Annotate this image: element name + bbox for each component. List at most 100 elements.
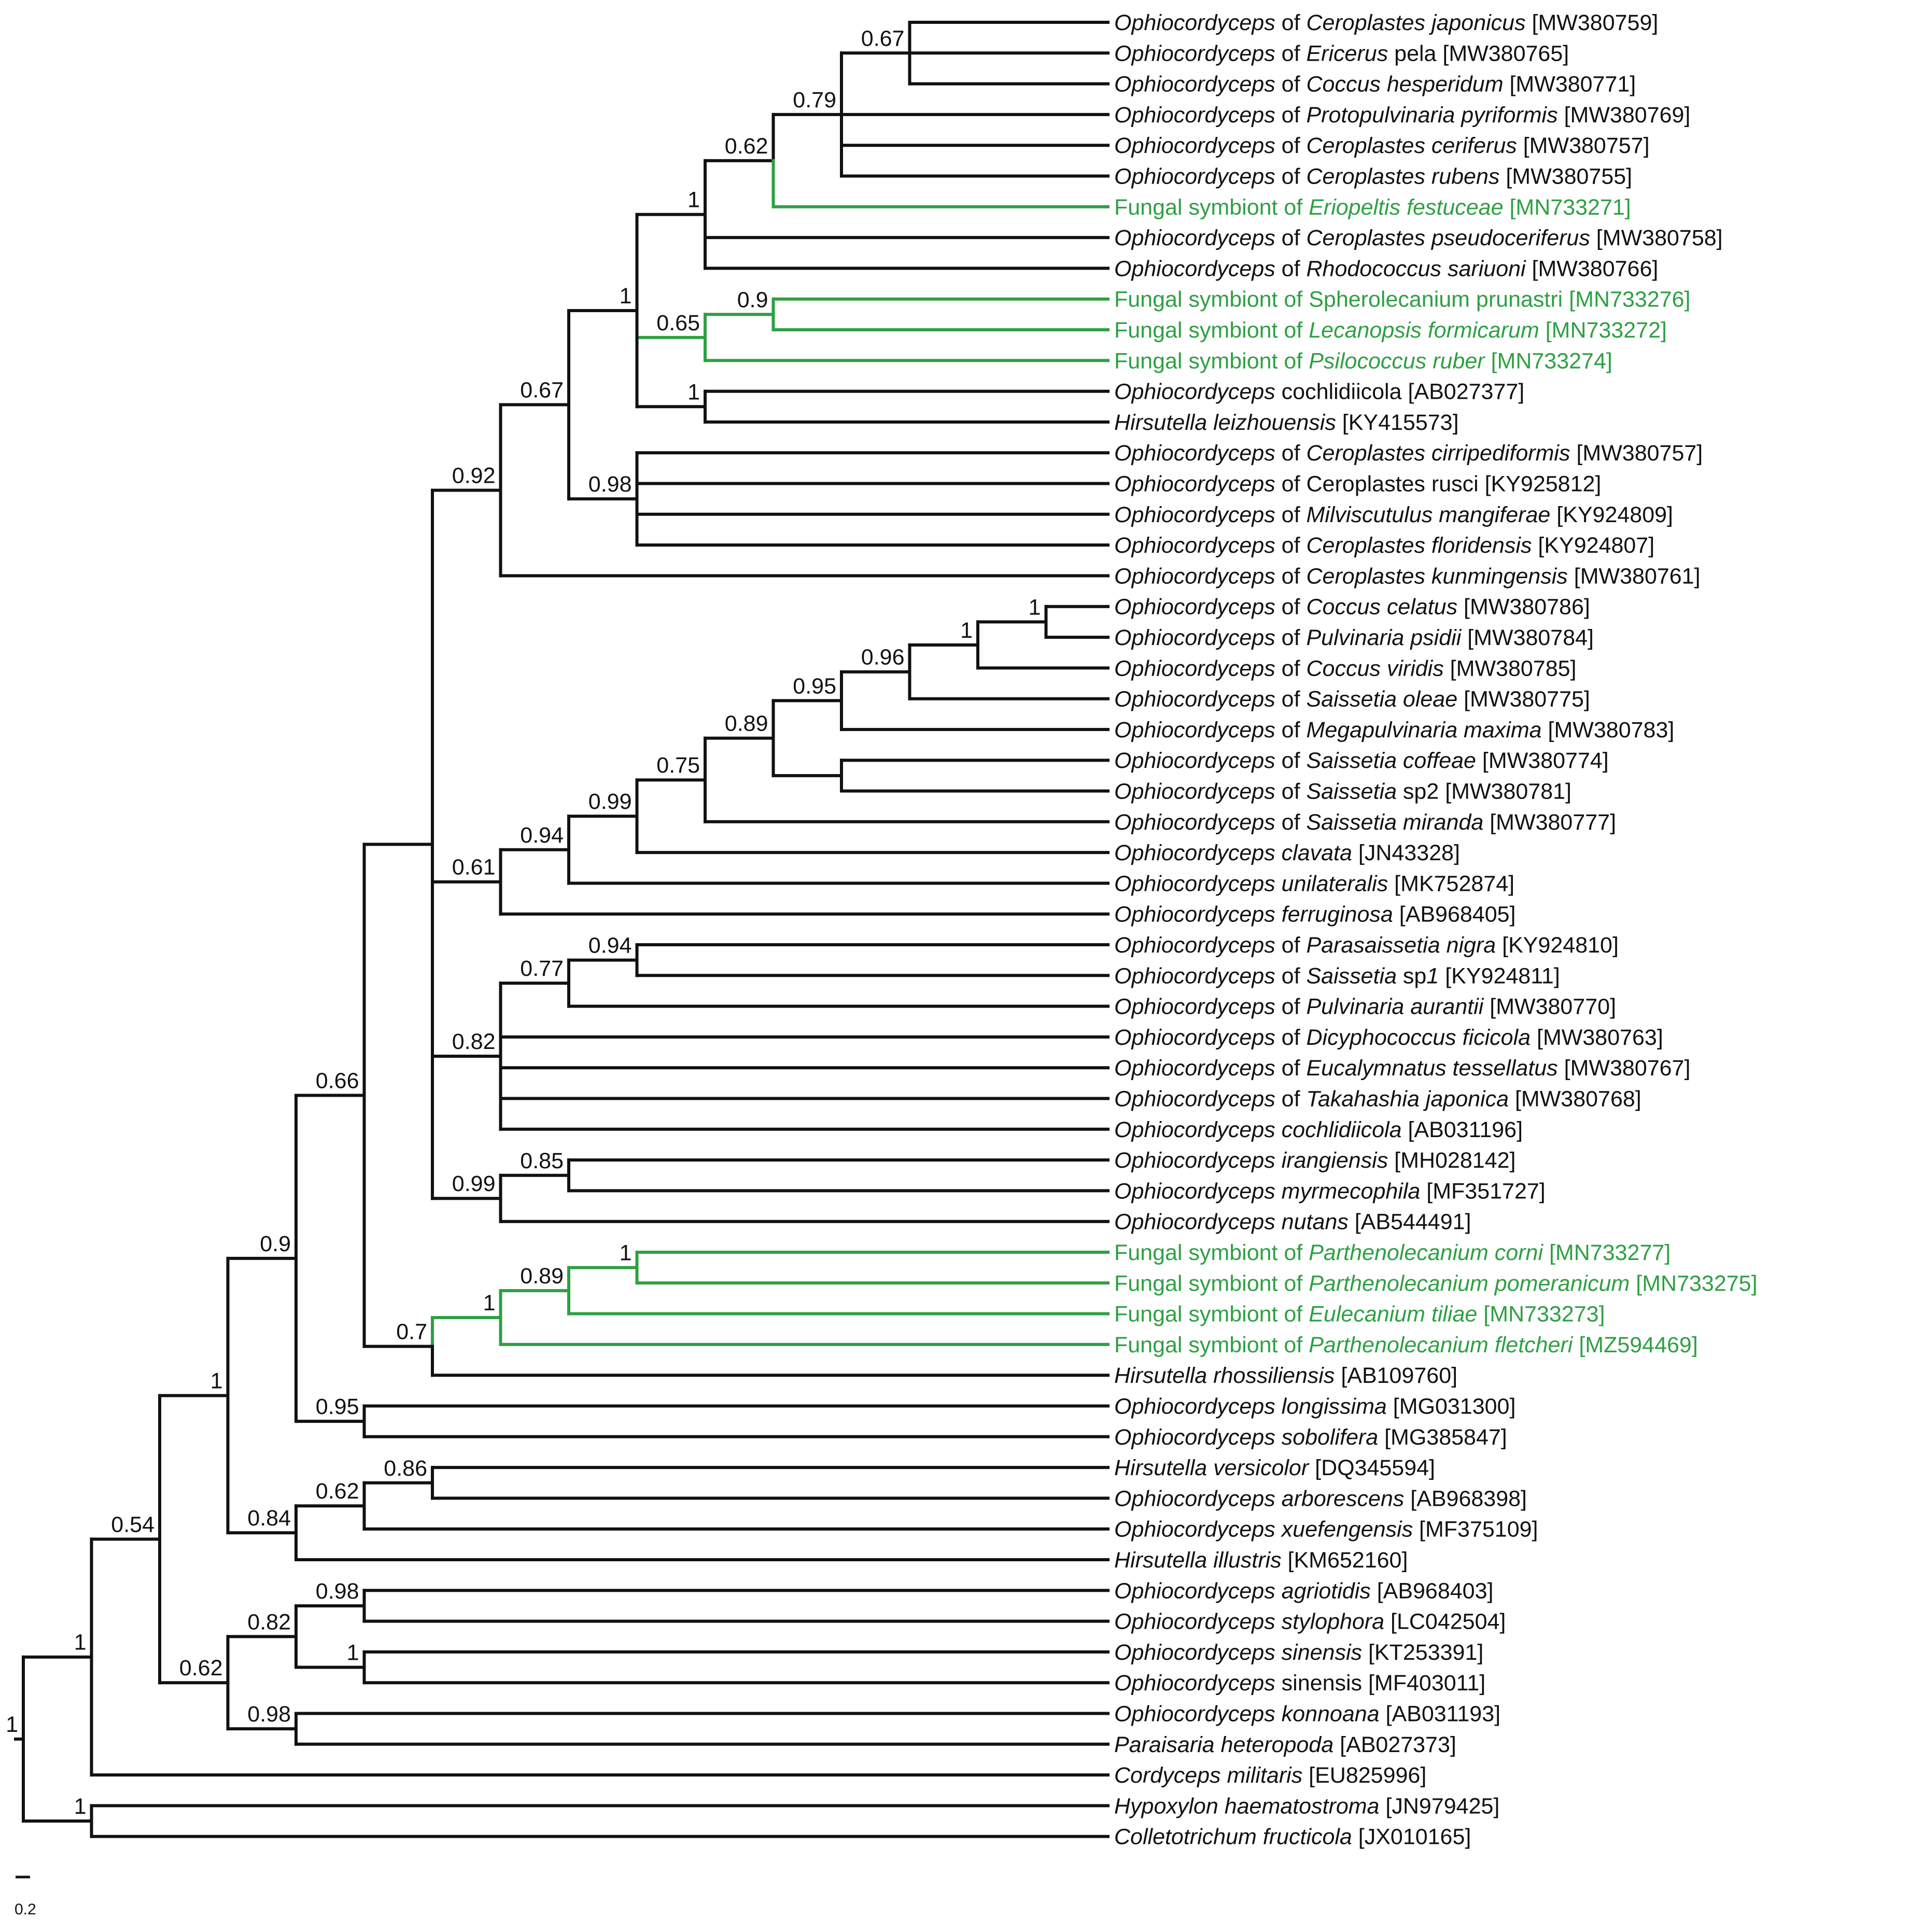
tip-label: Ophiocordyceps longissima [MG031300] <box>1114 1394 1515 1419</box>
tip-label-part: of <box>1275 595 1307 620</box>
tip-label-part: Fungal symbiont of <box>1114 1271 1309 1296</box>
tip-label: Ophiocordyceps irangiensis [MH028142] <box>1114 1148 1515 1173</box>
tip-label-part: Saissetia <box>1307 779 1397 804</box>
tip-label-part: Fungal symbiont of <box>1114 318 1309 343</box>
tip-label-part: of <box>1275 133 1307 158</box>
tip-label-part: Ophiocordyceps konnoana <box>1114 1702 1380 1727</box>
tip-label-part: [MW380768] <box>1509 1087 1641 1112</box>
tip-label-part: Saissetia oleae <box>1307 687 1458 712</box>
tip-label: Ophiocordyceps clavata [JN43328] <box>1114 841 1460 865</box>
tip-label-part: Parasaissetia nigra <box>1307 933 1496 958</box>
tip-label: Ophiocordyceps of Protopulvinaria pyrifo… <box>1114 103 1690 128</box>
tip-label-part: Ophiocordyceps <box>1114 748 1275 773</box>
tip-label: Ophiocordyceps sinensis [KT253391] <box>1114 1640 1483 1665</box>
tip-label-part: [MZ594469] <box>1573 1333 1697 1357</box>
tip-label-part: [JN979425] <box>1379 1794 1499 1818</box>
tip-label-part: [KY924807] <box>1532 533 1654 558</box>
tip-label-part: [MW380769] <box>1558 103 1691 128</box>
tip-label-part: Ophiocordyceps ferruginosa <box>1114 902 1393 927</box>
tip-label-part: Ophiocordyceps arborescens <box>1114 1486 1404 1511</box>
tip-label: Fungal symbiont of Psilococcus ruber [MN… <box>1114 348 1612 373</box>
tip-label-part: Ophiocordyceps myrmecophila <box>1114 1179 1420 1203</box>
support-value: 0.96 <box>861 645 905 670</box>
tip-label-part: Dicyphococcus ficicola <box>1307 1025 1531 1050</box>
tip-label-part: of <box>1275 441 1307 466</box>
tip-label: Paraisaria heteropoda [AB027373] <box>1114 1732 1456 1757</box>
tip-label-part: Ceroplastes japonicus <box>1307 10 1526 35</box>
tip-label-part: Protopulvinaria pyriformis <box>1307 103 1558 128</box>
tip-label-part: Colletotrichum fructicola <box>1114 1825 1352 1850</box>
tip-label: Ophiocordyceps of Dicyphococcus ficicola… <box>1114 1025 1663 1050</box>
tip-label-part: [MN733277] <box>1543 1240 1671 1265</box>
tip-label-part: Saissetia <box>1307 963 1397 988</box>
tip-label-part: Ophiocordyceps cochlidiicola <box>1114 1117 1402 1142</box>
tip-label: Ophiocordyceps of Ceroplastes ceriferus … <box>1114 133 1650 158</box>
support-value: 0.54 <box>111 1512 155 1537</box>
tip-label-part: of Ceroplastes rusci [KY925812] <box>1275 472 1602 497</box>
tip-label-part: Ophiocordyceps sinensis <box>1114 1640 1362 1665</box>
tip-label-part: Ophiocordyceps <box>1114 226 1275 250</box>
tip-label-part: [MW380757] <box>1517 133 1650 158</box>
tip-label: Cordyceps militaris [EU825996] <box>1114 1763 1426 1788</box>
support-value: 0.75 <box>656 753 700 778</box>
support-value: 0.62 <box>725 134 768 159</box>
tip-label-part: Ophiocordyceps <box>1114 502 1275 527</box>
tip-label: Ophiocordyceps sinensis [MF403011] <box>1114 1671 1485 1696</box>
support-value: 0.84 <box>247 1506 291 1531</box>
tip-label-part: Eriopeltis festuceae <box>1309 195 1503 220</box>
tip-label-part: Parthenolecanium pomeranicum <box>1309 1271 1630 1296</box>
tip-label-part: of <box>1275 564 1307 589</box>
tip-label-part: Ophiocordyceps <box>1114 564 1275 589</box>
tip-label-part: Ophiocordyceps <box>1114 1025 1275 1050</box>
tip-label: Ophiocordyceps of Saissetia coffeae [MW3… <box>1114 748 1609 773</box>
scale-bar-label: 0.2 <box>15 1901 36 1918</box>
tip-label-part: [AB031196] <box>1402 1117 1523 1142</box>
tip-label: Fungal symbiont of Spherolecanium prunas… <box>1114 287 1690 312</box>
tip-label-part: [KY415573] <box>1336 410 1459 435</box>
support-value: 1 <box>347 1641 359 1665</box>
tip-label-part: of <box>1275 103 1307 128</box>
support-value: 1 <box>210 1368 223 1393</box>
tip-label-part: Ophiocordyceps <box>1114 687 1275 712</box>
tip-label: Ophiocordyceps of Ericerus pela [MW38076… <box>1114 41 1569 66</box>
support-value: 0.99 <box>452 1171 496 1196</box>
tip-label-part: of <box>1275 256 1307 281</box>
support-value: 0.61 <box>452 855 496 880</box>
tip-label: Hirsutella illustris [KM652160] <box>1114 1548 1408 1573</box>
tip-label-part: Eucalymnatus tessellatus <box>1307 1056 1558 1081</box>
support-value: 1 <box>687 380 700 404</box>
tip-label-part: [KT253391] <box>1362 1640 1483 1665</box>
tip-label-part: Ophiocordyceps <box>1114 810 1275 835</box>
tip-label-part: Ophiocordyceps <box>1114 10 1275 35</box>
support-value: 1 <box>1029 595 1041 620</box>
tip-label: Colletotrichum fructicola [JX010165] <box>1114 1825 1471 1850</box>
tip-label-part: Lecanopsis formicarum <box>1309 318 1539 343</box>
tip-label-part: of <box>1275 1087 1307 1112</box>
tip-label-part: Hypoxylon haematostroma <box>1114 1794 1379 1818</box>
tip-label-part: Hirsutella rhossiliensis <box>1114 1363 1335 1388</box>
tip-label-part: of <box>1275 1056 1307 1081</box>
tip-label-part: Megapulvinaria maxima <box>1307 718 1542 743</box>
support-value: 1 <box>960 618 973 643</box>
tip-label-part: [AB544491] <box>1349 1210 1471 1235</box>
tip-label: Fungal symbiont of Eulecanium tiliae [MN… <box>1114 1302 1605 1327</box>
tip-label-part: [AB031193] <box>1380 1702 1501 1727</box>
tip-label-part: [KM652160] <box>1282 1548 1408 1573</box>
tip-label-part: of <box>1275 963 1307 988</box>
tip-label-part: Ophiocordyceps <box>1114 625 1275 650</box>
support-value: 0.66 <box>316 1068 359 1093</box>
tip-label-part: [KY924811] <box>1439 963 1560 988</box>
tip-label: Ophiocordyceps of Pulvinaria aurantii [M… <box>1114 995 1616 1019</box>
tip-label-part: Ophiocordyceps <box>1114 1087 1275 1112</box>
tip-label: Ophiocordyceps of Milviscutulus mangifer… <box>1114 502 1673 527</box>
support-value: 1 <box>74 1794 87 1819</box>
tip-label-part: Ophiocordyceps unilateralis <box>1114 871 1388 896</box>
tip-label: Ophiocordyceps of Saissetia sp1 [KY92481… <box>1114 963 1560 988</box>
tip-label: Ophiocordyceps of Saissetia sp2 [MW38078… <box>1114 779 1571 804</box>
support-value: 1 <box>687 188 700 213</box>
tip-label-part: Ophiocordyceps <box>1114 380 1275 404</box>
tip-label-part: of <box>1275 72 1307 97</box>
support-value: 0.89 <box>520 1264 564 1289</box>
tip-label-part: sp2 [MW380781] <box>1397 779 1571 804</box>
